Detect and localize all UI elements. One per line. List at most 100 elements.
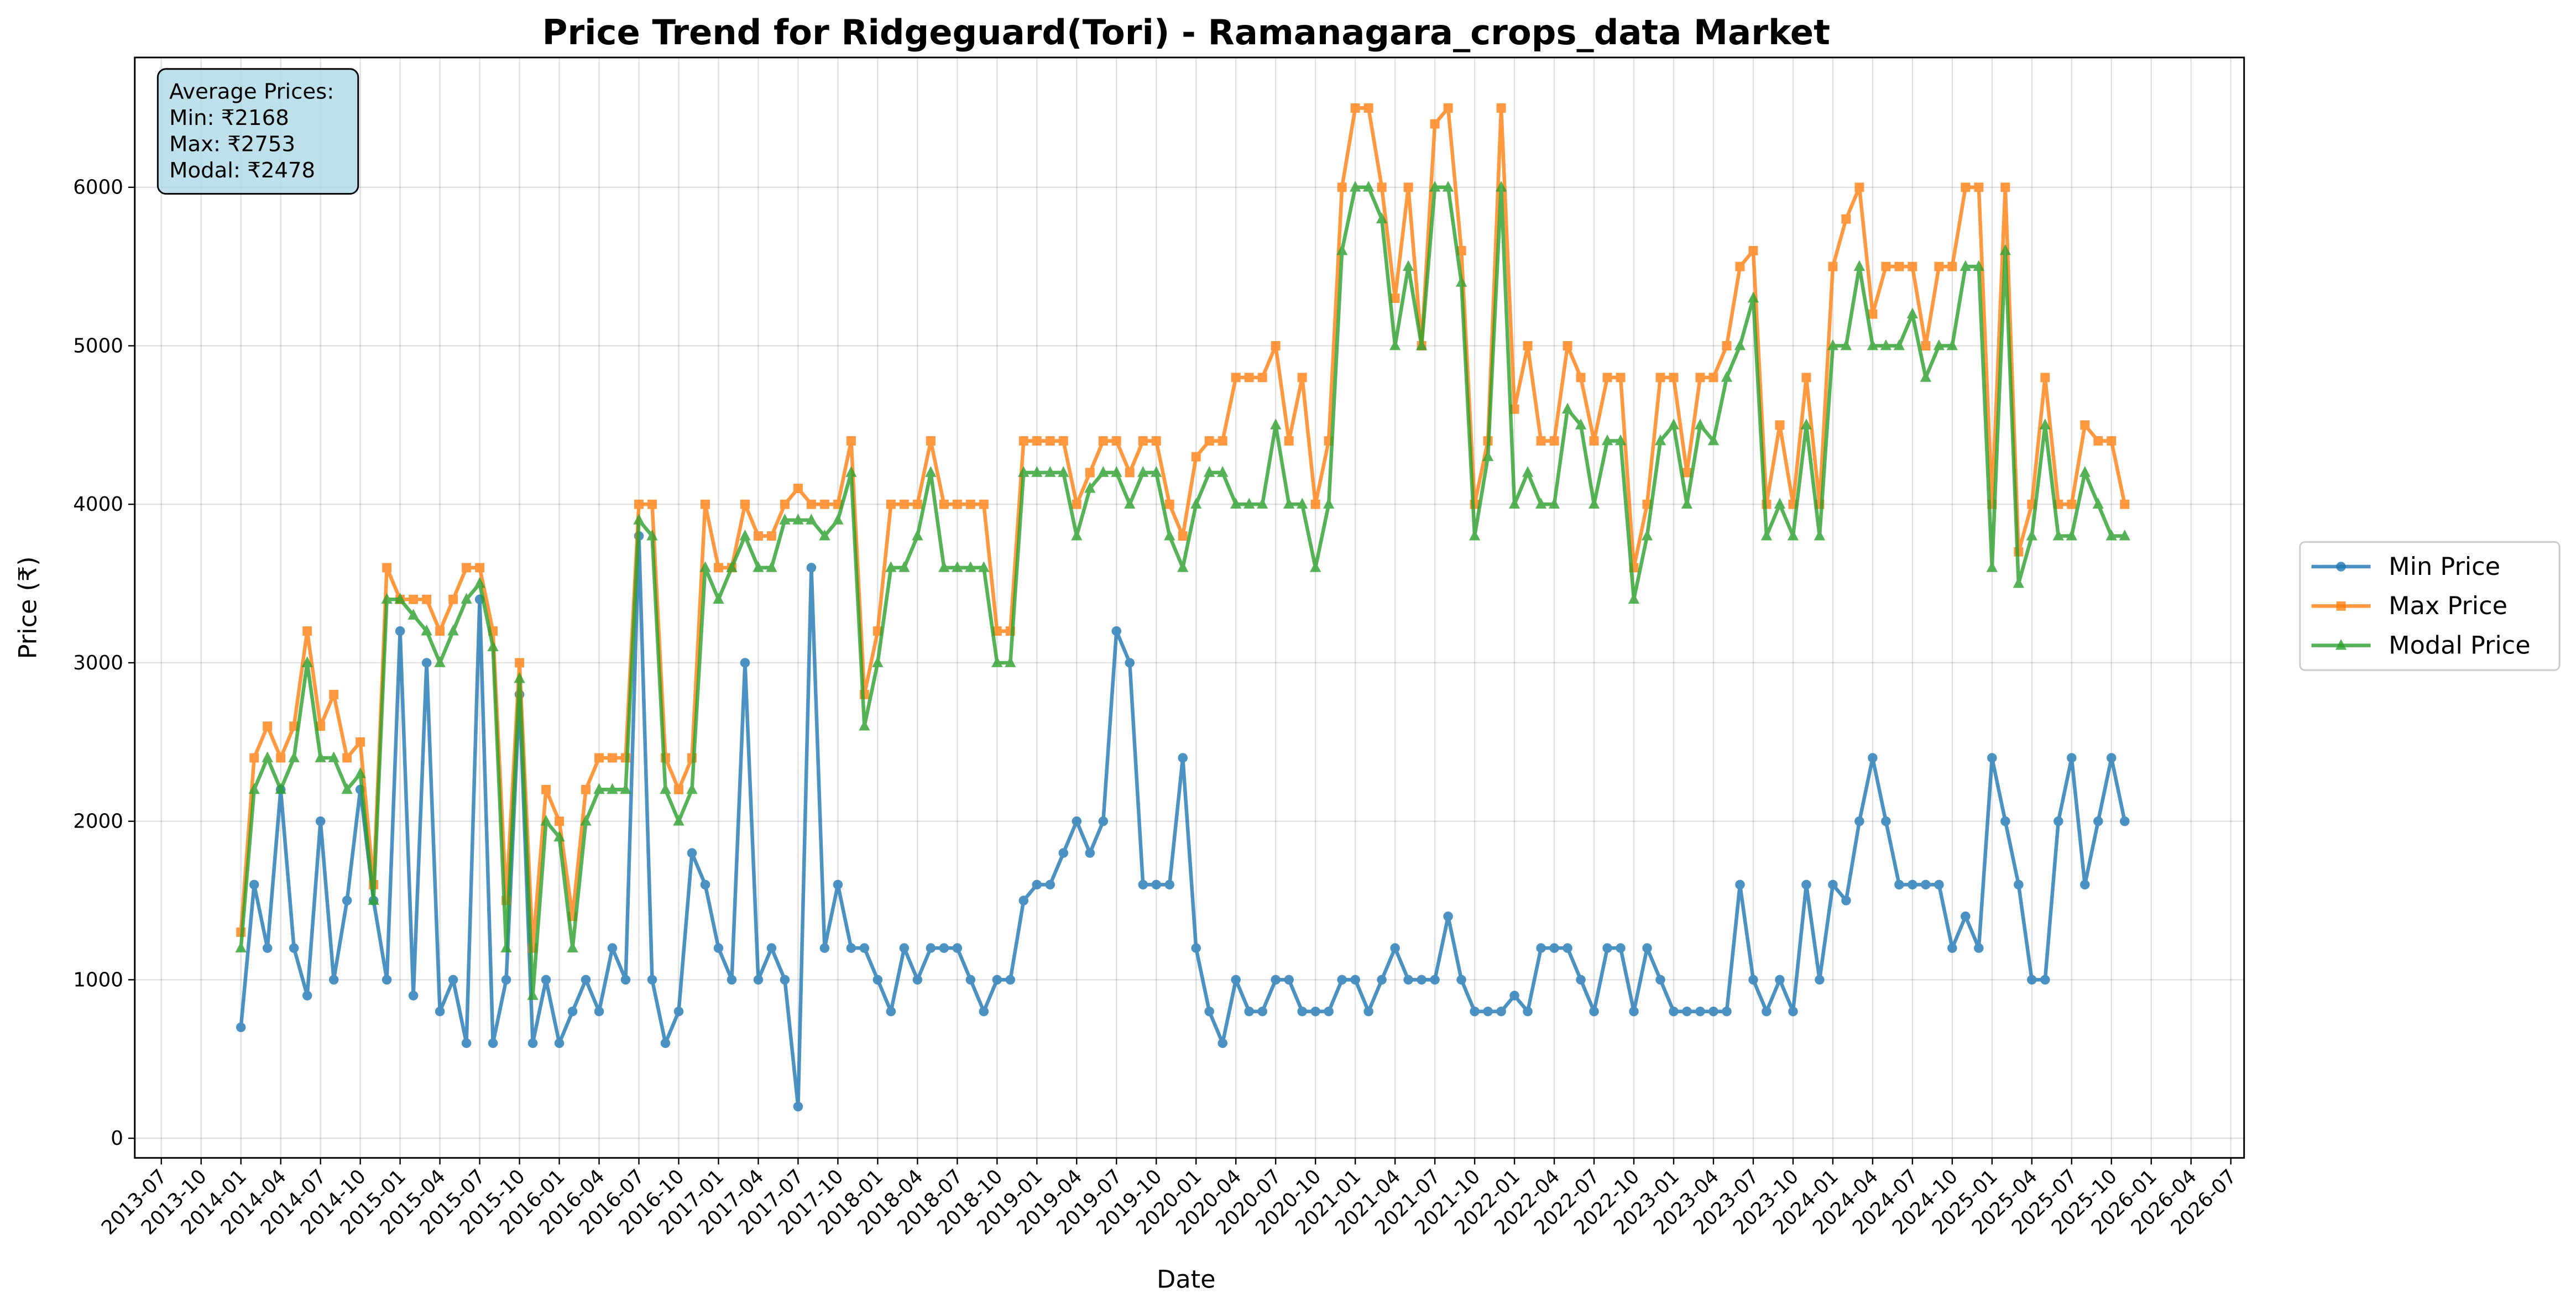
data-point <box>1523 1006 1533 1017</box>
data-point <box>1894 879 1904 890</box>
data-point <box>354 767 366 778</box>
data-point <box>687 848 697 858</box>
data-point <box>447 624 459 636</box>
data-point <box>1005 656 1016 667</box>
data-point <box>819 943 830 953</box>
data-point <box>912 529 923 541</box>
data-point <box>1707 434 1720 446</box>
data-point <box>1933 339 1945 350</box>
data-point <box>701 499 710 509</box>
data-point <box>1058 466 1069 477</box>
data-point <box>1324 1006 1334 1017</box>
data-point <box>1655 373 1665 383</box>
data-point <box>753 561 764 572</box>
data-point <box>275 783 286 794</box>
data-point <box>288 751 300 762</box>
data-point <box>581 975 591 985</box>
data-point <box>1576 975 1586 985</box>
data-point <box>1616 373 1626 383</box>
data-point <box>952 499 962 509</box>
data-point <box>421 658 432 668</box>
data-point <box>341 783 353 794</box>
data-point <box>567 941 578 952</box>
data-point <box>674 784 683 794</box>
data-point <box>727 975 737 985</box>
data-point <box>1443 911 1453 921</box>
data-point <box>1801 879 1811 890</box>
data-point <box>859 719 870 731</box>
data-point <box>2066 529 2077 541</box>
data-point <box>2079 466 2091 477</box>
data-point <box>488 1038 498 1048</box>
plot-frame <box>134 56 2245 1159</box>
data-point <box>1124 498 1136 509</box>
data-point <box>1536 436 1546 446</box>
data-point <box>1125 468 1135 478</box>
data-point <box>555 816 565 826</box>
data-point <box>1561 402 1574 414</box>
y-tick-label: 1000 <box>73 968 123 991</box>
data-point <box>2039 418 2051 430</box>
data-point <box>1336 244 1348 255</box>
data-point <box>1482 450 1494 462</box>
data-point <box>580 814 592 826</box>
data-point <box>394 593 406 604</box>
y-tick-label: 5000 <box>73 334 123 357</box>
data-point <box>1576 373 1586 383</box>
data-point <box>1496 103 1506 113</box>
data-point <box>553 830 565 842</box>
data-point <box>1257 373 1267 383</box>
data-point <box>501 975 511 985</box>
data-point <box>2013 577 2024 588</box>
data-point <box>1974 182 1984 192</box>
data-point <box>1563 943 1572 953</box>
data-point <box>766 943 777 953</box>
data-point <box>1828 261 1838 271</box>
data-point <box>1098 816 1109 826</box>
data-point <box>885 561 897 572</box>
data-point <box>2067 753 2077 763</box>
data-point <box>620 783 631 794</box>
data-point <box>2000 816 2010 826</box>
series <box>235 181 2130 1000</box>
data-point <box>541 784 551 794</box>
data-point <box>1881 816 1891 826</box>
data-point <box>1430 119 1440 129</box>
data-point <box>633 514 645 525</box>
data-point <box>713 563 723 573</box>
data-point <box>1629 1006 1639 1017</box>
data-point <box>2014 879 2024 890</box>
legend-label: Modal Price <box>2389 631 2530 660</box>
data-point <box>1071 529 1083 541</box>
data-point <box>1880 339 1892 350</box>
data-point <box>1045 436 1055 446</box>
data-point <box>1682 1006 1692 1017</box>
data-point <box>1695 373 1705 383</box>
data-point <box>1151 466 1162 477</box>
data-point <box>356 737 365 747</box>
data-point <box>1483 1006 1493 1017</box>
data-point <box>1894 261 1904 271</box>
data-point <box>1138 436 1148 446</box>
data-point <box>1800 418 1812 430</box>
data-point <box>1841 214 1851 224</box>
data-point <box>1072 499 1081 509</box>
data-point <box>1747 291 1759 303</box>
data-point <box>1522 466 1534 477</box>
data-point <box>1350 103 1360 113</box>
data-point <box>1961 911 1971 921</box>
y-tick-label: 0 <box>111 1127 123 1150</box>
data-point <box>1509 991 1519 1001</box>
data-point <box>1442 181 1454 192</box>
data-point <box>780 975 790 985</box>
data-point <box>1469 529 1481 541</box>
data-point <box>965 561 976 572</box>
data-point <box>1337 975 1347 985</box>
data-point <box>382 975 392 985</box>
data-point <box>2093 436 2103 446</box>
data-point <box>926 943 936 953</box>
data-point <box>2092 498 2104 509</box>
data-point <box>1708 1006 1718 1017</box>
